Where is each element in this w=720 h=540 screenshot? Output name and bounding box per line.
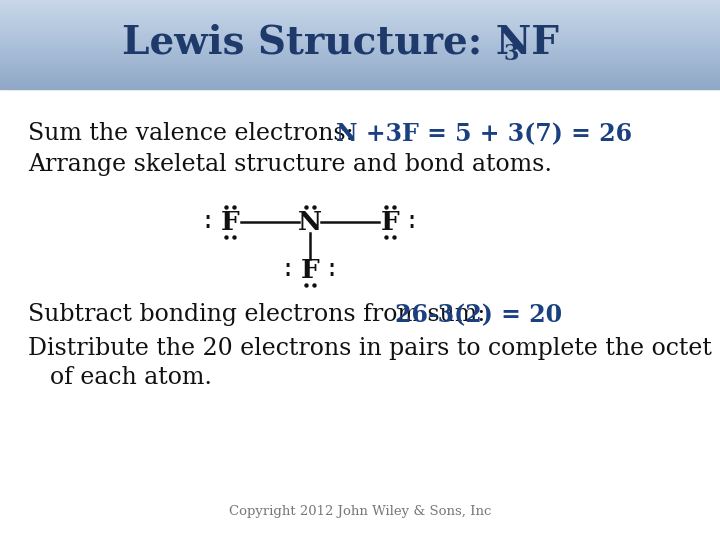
Bar: [0, 5, 720, 8]
Bar: [0, 39, 720, 42]
Bar: [0, 85, 720, 87]
Bar: [0, 21, 720, 22]
Bar: [0, 62, 720, 64]
Text: :: :: [201, 209, 215, 233]
Bar: [0, 57, 720, 59]
Bar: [0, 51, 720, 53]
Bar: [0, 17, 720, 19]
Bar: [0, 59, 720, 61]
Text: Subtract bonding electrons from sum:: Subtract bonding electrons from sum:: [28, 303, 500, 327]
Bar: [0, 41, 720, 43]
Text: :: :: [281, 257, 295, 281]
Bar: [0, 45, 720, 48]
Bar: [0, 0, 720, 2]
Bar: [0, 81, 720, 83]
Bar: [0, 89, 720, 540]
Bar: [0, 9, 720, 10]
Bar: [0, 25, 720, 26]
Bar: [0, 10, 720, 12]
Bar: [0, 38, 720, 40]
Bar: [0, 43, 720, 44]
Bar: [0, 84, 720, 86]
Bar: [0, 63, 720, 65]
Bar: [0, 37, 720, 38]
Bar: [0, 77, 720, 79]
Bar: [0, 72, 720, 74]
Bar: [0, 66, 720, 68]
Text: N +3F = 5 + 3(7) = 26: N +3F = 5 + 3(7) = 26: [336, 122, 632, 146]
Bar: [0, 71, 720, 73]
Text: Distribute the 20 electrons in pairs to complete the octet: Distribute the 20 electrons in pairs to …: [28, 336, 712, 360]
Text: of each atom.: of each atom.: [50, 367, 212, 389]
Bar: [0, 11, 720, 14]
Bar: [0, 35, 720, 37]
Bar: [0, 68, 720, 70]
Text: F: F: [220, 210, 239, 234]
Text: Copyright 2012 John Wiley & Sons, Inc: Copyright 2012 John Wiley & Sons, Inc: [229, 505, 491, 518]
Bar: [0, 47, 720, 49]
Bar: [0, 49, 720, 50]
Bar: [0, 65, 720, 67]
Bar: [0, 32, 720, 34]
Bar: [0, 19, 720, 21]
Bar: [0, 33, 720, 36]
Bar: [0, 56, 720, 58]
Text: 26-3(2) = 20: 26-3(2) = 20: [395, 303, 562, 327]
Text: Lewis Structure: NF: Lewis Structure: NF: [122, 24, 559, 62]
Text: Sum the valence electrons:: Sum the valence electrons:: [28, 123, 361, 145]
Bar: [0, 13, 720, 15]
Bar: [0, 22, 720, 24]
Bar: [0, 28, 720, 30]
Bar: [0, 16, 720, 18]
Text: :: :: [325, 257, 339, 281]
Bar: [0, 4, 720, 6]
Bar: [0, 73, 720, 76]
Bar: [0, 23, 720, 25]
Text: F: F: [381, 210, 400, 234]
Bar: [0, 7, 720, 9]
Text: 3: 3: [503, 43, 518, 64]
Bar: [0, 55, 720, 56]
Text: :: :: [405, 209, 419, 233]
Bar: [0, 3, 720, 4]
Bar: [0, 79, 720, 82]
Text: F: F: [301, 258, 320, 282]
Bar: [0, 15, 720, 16]
Bar: [0, 60, 720, 62]
Bar: [0, 75, 720, 77]
Bar: [0, 69, 720, 71]
Bar: [0, 50, 720, 52]
Bar: [0, 29, 720, 31]
Text: Arrange skeletal structure and bond atoms.: Arrange skeletal structure and bond atom…: [28, 153, 552, 177]
Text: N: N: [298, 210, 322, 234]
Bar: [0, 26, 720, 28]
Bar: [0, 53, 720, 55]
Bar: [0, 83, 720, 85]
Bar: [0, 44, 720, 46]
Bar: [0, 78, 720, 80]
Bar: [0, 87, 720, 89]
Bar: [0, 1, 720, 3]
Bar: [0, 31, 720, 32]
